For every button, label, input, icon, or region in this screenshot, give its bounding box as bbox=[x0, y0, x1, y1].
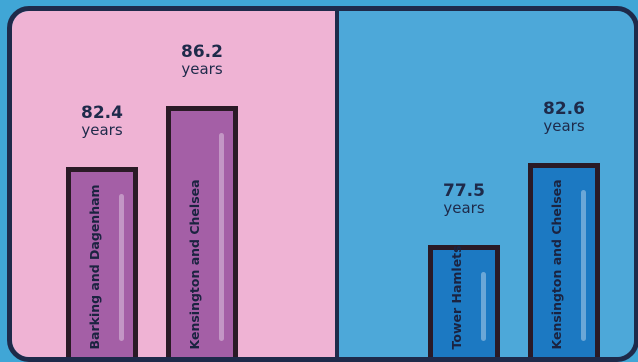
bar: Kensington and Chelsea bbox=[528, 163, 600, 357]
bar-value-label: 82.6 years bbox=[504, 101, 624, 135]
bar-unit: years bbox=[181, 59, 223, 78]
bar-value-label: 82.4 years bbox=[42, 102, 162, 139]
bar: Barking and Dagenham bbox=[66, 166, 138, 357]
bar-category-label: Tower Hamlets bbox=[449, 245, 464, 350]
bar-highlight bbox=[219, 132, 224, 341]
chart-panel-left: Barking and Dagenham 82.4 years Kensington … bbox=[12, 11, 335, 357]
bar-category-label: Kensington and Chelsea bbox=[549, 179, 564, 350]
bar-highlight bbox=[119, 193, 124, 341]
bar-value-label: 86.2 years bbox=[142, 41, 262, 78]
bar-unit: years bbox=[543, 117, 585, 136]
bar: Kensington and Chelsea bbox=[166, 105, 238, 357]
bar-value: 77.5 bbox=[443, 181, 485, 201]
bar-unit: years bbox=[443, 199, 485, 217]
bar-category-label: Barking and Dagenham bbox=[87, 184, 102, 350]
infographic-frame: Barking and Dagenham 82.4 years Kensington … bbox=[7, 6, 638, 362]
bar-value: 82.6 bbox=[543, 99, 585, 120]
bar-unit: years bbox=[81, 120, 123, 139]
bar: Tower Hamlets bbox=[428, 245, 500, 357]
bar-highlight bbox=[581, 190, 586, 341]
bar-value-label: 77.5 years bbox=[404, 183, 524, 217]
bar-value: 82.4 bbox=[81, 102, 123, 123]
bar-highlight bbox=[481, 272, 486, 341]
bar-category-label: Kensington and Chelsea bbox=[187, 179, 202, 350]
bar-value: 86.2 bbox=[181, 41, 223, 62]
chart-panel-right: Tower Hamlets 77.5 years Kensington and Che… bbox=[335, 11, 634, 357]
